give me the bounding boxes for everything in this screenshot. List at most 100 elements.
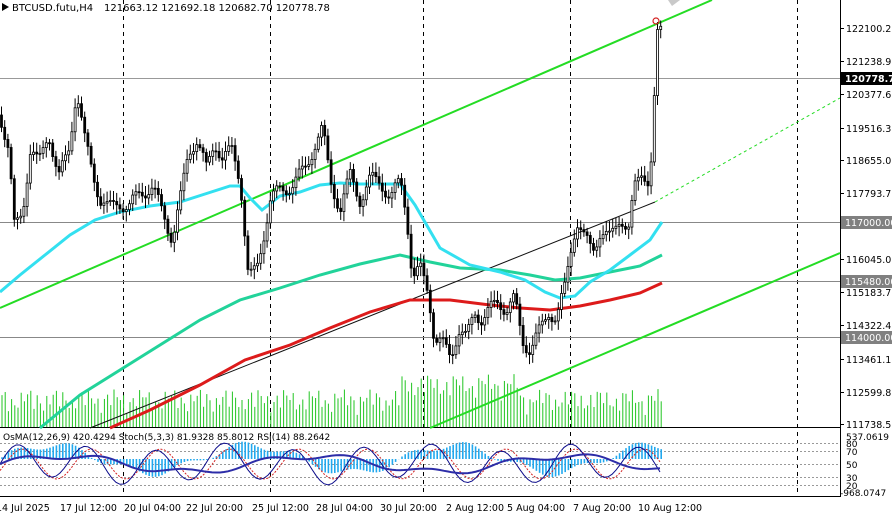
price-label: 122100.20 xyxy=(846,24,892,35)
candle-body xyxy=(172,231,176,243)
candle-body xyxy=(387,196,391,199)
candle-body xyxy=(492,299,496,302)
candle-body xyxy=(515,293,519,305)
candle-body xyxy=(192,151,195,155)
candle-body xyxy=(441,337,445,340)
candle-body xyxy=(384,190,387,198)
candle-body xyxy=(403,184,407,208)
candle-body xyxy=(252,265,256,270)
candle-body xyxy=(364,186,368,201)
candle-body xyxy=(659,25,663,30)
candle-body xyxy=(585,231,589,236)
candle-body xyxy=(512,293,515,303)
candle-body xyxy=(156,187,160,195)
indicator-axis-label: 50 xyxy=(846,461,858,471)
candle-body xyxy=(268,200,272,224)
stoch-signal-line xyxy=(0,448,661,480)
candle-body xyxy=(54,156,58,167)
candle-body xyxy=(595,246,599,251)
candle-body xyxy=(140,191,144,197)
candle-body xyxy=(3,126,7,140)
candle-body xyxy=(204,152,208,163)
time-label: 14 Jul 2025 xyxy=(0,503,50,514)
indicator-axis-label: 20 xyxy=(846,482,858,492)
candle-body xyxy=(624,225,627,230)
candle-body xyxy=(608,230,611,233)
candle-body xyxy=(620,223,624,227)
candle-body xyxy=(416,266,419,277)
candle-body xyxy=(326,135,330,161)
indicator-axis-label: 537.0619 xyxy=(846,433,889,443)
candle-body xyxy=(553,320,557,323)
candle-body xyxy=(412,267,416,277)
candle-body xyxy=(579,227,583,230)
candle-body xyxy=(275,185,279,192)
candle-body xyxy=(630,200,634,228)
candle-body xyxy=(438,337,442,343)
candle-body xyxy=(9,147,13,180)
candle-body xyxy=(281,185,285,192)
osma-histogram xyxy=(1,441,663,477)
current-price-tag: 120778.78 xyxy=(841,72,892,85)
candle-body xyxy=(99,196,103,206)
candle-body xyxy=(0,114,3,128)
candle-body xyxy=(352,169,355,183)
candle-body xyxy=(342,193,346,212)
candle-body xyxy=(96,181,99,198)
candle-body xyxy=(246,235,250,270)
time-label: 28 Jul 04:00 xyxy=(316,503,373,514)
candle-body xyxy=(323,125,327,137)
candle-body xyxy=(617,223,621,227)
level-tag-117000: 117000.00 xyxy=(841,216,892,229)
candle-body xyxy=(409,233,413,269)
candle-body xyxy=(307,164,311,167)
candle-body xyxy=(249,268,253,271)
candle-body xyxy=(60,160,64,173)
price-label: 120377.60 xyxy=(846,90,892,101)
candle-body xyxy=(633,180,637,201)
price-label: 117793.70 xyxy=(846,189,892,200)
candle-body xyxy=(41,147,45,154)
candle-body xyxy=(563,281,567,294)
candle-body xyxy=(457,334,461,347)
candle-body xyxy=(22,206,26,217)
svg-text:117000.00: 117000.00 xyxy=(845,218,892,229)
price-level-lines xyxy=(0,78,840,338)
candle-body xyxy=(380,182,384,192)
candle-body xyxy=(336,198,339,209)
candle-body xyxy=(19,215,23,219)
indicator-axis: 537.0619 80 70 50 30 20 -968.0747 xyxy=(840,433,889,499)
symbol-triangle-icon xyxy=(2,3,9,11)
price-label: 116045.00 xyxy=(846,255,892,266)
candle-body xyxy=(435,337,439,343)
volume-bars xyxy=(1,374,662,427)
candle-body xyxy=(243,199,247,237)
candle-body xyxy=(396,178,400,184)
candle-body xyxy=(12,178,16,220)
candle-body xyxy=(480,322,483,326)
candle-body xyxy=(166,218,170,234)
candle-body xyxy=(256,262,259,267)
candle-body xyxy=(361,199,365,207)
time-label: 10 Aug 12:00 xyxy=(638,503,702,514)
price-label: 121238.90 xyxy=(846,57,892,68)
candle-body xyxy=(227,145,231,152)
candle-body xyxy=(28,154,32,184)
candle-body xyxy=(425,275,429,291)
price-label: 114322.40 xyxy=(846,321,892,332)
candle-body xyxy=(358,195,362,207)
svg-text:114000.00: 114000.00 xyxy=(845,333,892,344)
candle-body xyxy=(547,317,551,321)
time-label: 20 Jul 04:00 xyxy=(124,503,181,514)
candle-body xyxy=(160,194,163,207)
time-label: 2 Aug 12:00 xyxy=(446,503,504,514)
candle-body xyxy=(313,148,317,160)
indicator-axis-label: 80 xyxy=(846,440,858,450)
candle-body xyxy=(566,266,570,283)
candle-body xyxy=(147,194,151,199)
level-tag-114000: 114000.00 xyxy=(841,331,892,344)
time-label: 25 Jul 12:00 xyxy=(252,503,309,514)
candle-body xyxy=(112,200,115,202)
candle-body xyxy=(348,169,352,180)
